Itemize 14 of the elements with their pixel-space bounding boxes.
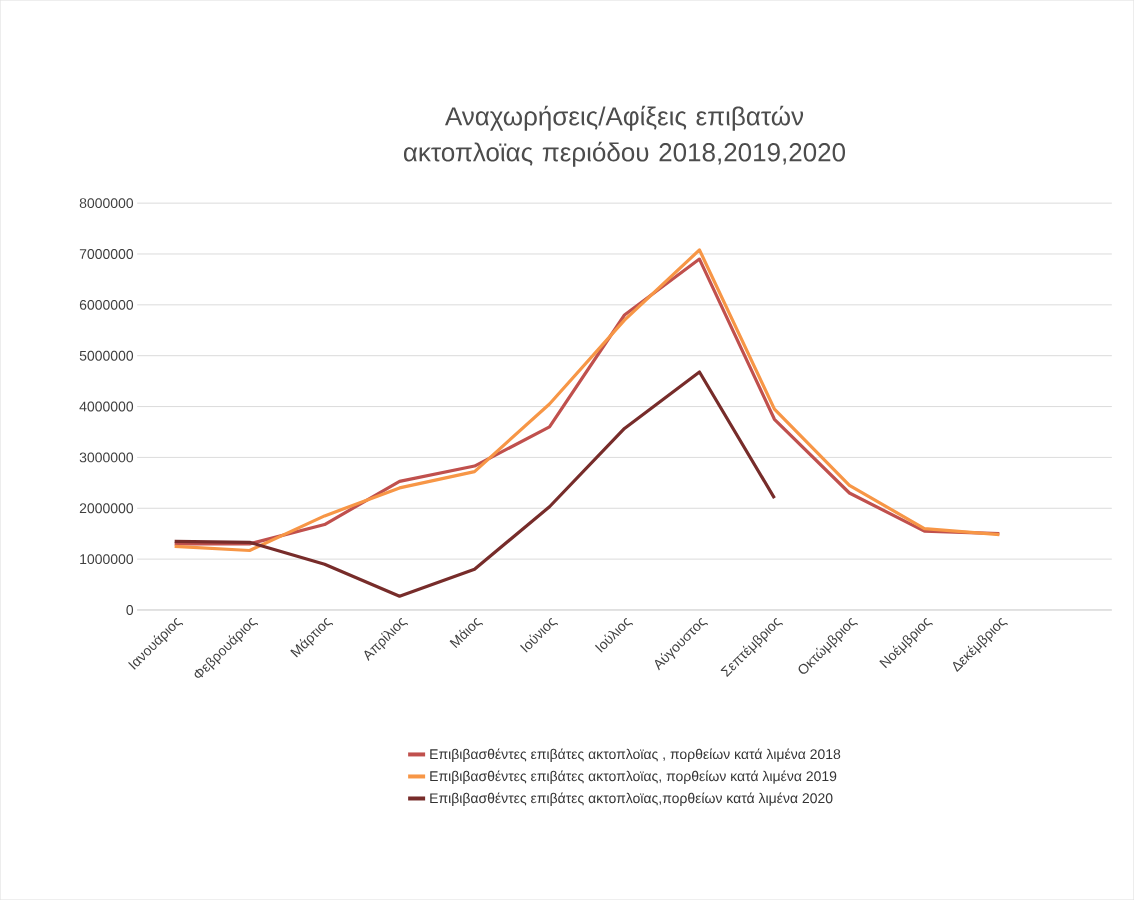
y-tick-label: 6000000 — [79, 299, 134, 310]
legend-label: Επιβιβασθέντες επιβάτες ακτοπλοϊας , πορθείων κατά λιμένα 2018 — [430, 748, 841, 762]
y-tick-label: 3000000 — [79, 452, 134, 463]
y-tick-label: 8000000 — [79, 198, 134, 209]
legend-label: Επιβιβασθέντες επιβάτες ακτοπλοϊας,πορθείων κατά λιμένα 2020 — [430, 792, 833, 806]
y-tick-label: 5000000 — [79, 350, 134, 361]
y-tick-label: 4000000 — [79, 401, 134, 412]
chart-title: Αναχωρήσεις/Αφίξεις επιβατών ακτοπλοϊας περιόδου 2018,2019,2020 — [403, 105, 846, 167]
y-tick-label: 7000000 — [79, 248, 134, 259]
y-tick-label: 1000000 — [80, 554, 134, 565]
y-tick-label: 0 — [126, 604, 134, 615]
y-tick-label: 2000000 — [79, 503, 134, 514]
legend-label: Επιβιβασθέντες επιβάτες ακτοπλοϊας, πορθείων κατά λιμένα 2019 — [430, 770, 837, 784]
line-series — [173, 370, 777, 598]
